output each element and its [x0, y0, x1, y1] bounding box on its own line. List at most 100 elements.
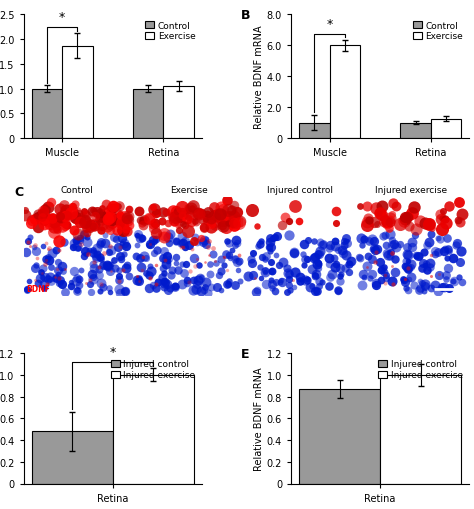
Point [346, 259, 353, 267]
Point [135, 207, 142, 215]
Bar [32, 432, 113, 484]
Point [337, 277, 344, 286]
Point [73, 287, 81, 295]
Point [339, 250, 346, 258]
Point [109, 218, 116, 227]
Point [401, 216, 409, 224]
Point [142, 269, 150, 277]
Point [377, 267, 385, 275]
Point [335, 287, 342, 295]
Point [415, 252, 422, 261]
Point [84, 251, 92, 259]
Point [200, 239, 207, 247]
Point [103, 210, 111, 218]
Point [123, 227, 131, 235]
Point [189, 205, 196, 213]
Point [172, 208, 180, 216]
Point [440, 247, 448, 256]
Point [198, 209, 206, 217]
Point [93, 244, 100, 252]
Point [392, 203, 400, 211]
Text: BDNF: BDNF [26, 284, 50, 293]
Point [146, 215, 153, 223]
Point [303, 276, 310, 285]
Point [402, 285, 410, 293]
Point [133, 231, 141, 239]
Point [45, 276, 52, 284]
Point [273, 232, 281, 240]
Point [40, 285, 48, 293]
Point [75, 209, 83, 217]
Point [271, 234, 279, 242]
Point [421, 281, 428, 289]
Point [61, 265, 69, 273]
Point [254, 287, 261, 295]
Point [73, 288, 81, 296]
Point [210, 212, 218, 220]
Point [43, 239, 50, 247]
Point [375, 209, 383, 217]
Point [420, 248, 428, 257]
Point [81, 247, 89, 256]
Point [150, 249, 158, 257]
Point [140, 216, 147, 224]
Point [190, 254, 198, 263]
Point [50, 228, 58, 236]
Point [122, 226, 130, 234]
Point [83, 239, 91, 247]
Point [109, 202, 117, 210]
Point [425, 239, 433, 247]
Point [181, 243, 189, 251]
Point [214, 211, 222, 219]
Point [253, 288, 260, 296]
Point [115, 203, 122, 211]
Point [107, 261, 114, 269]
Point [89, 250, 96, 258]
Point [100, 262, 107, 270]
Point [224, 207, 232, 215]
Point [325, 254, 333, 262]
Point [96, 253, 104, 261]
Point [73, 277, 80, 286]
Point [138, 235, 146, 243]
Point [136, 254, 143, 263]
Point [261, 269, 269, 277]
Point [228, 206, 236, 214]
Point [388, 278, 396, 286]
Point [313, 261, 320, 269]
Point [101, 214, 109, 222]
Point [180, 220, 187, 229]
Point [437, 236, 444, 244]
Point [83, 234, 91, 242]
Point [299, 250, 307, 259]
Point [219, 214, 227, 222]
Point [316, 283, 323, 291]
Point [193, 280, 201, 289]
Point [228, 217, 236, 225]
Point [98, 205, 106, 213]
Point [61, 222, 68, 231]
Point [421, 219, 429, 228]
Point [89, 222, 97, 230]
Point [50, 213, 57, 221]
Point [54, 225, 61, 234]
Point [105, 285, 112, 293]
Point [106, 214, 114, 222]
Point [300, 240, 308, 248]
Point [191, 214, 199, 222]
Point [57, 214, 64, 222]
Point [152, 210, 160, 218]
Point [345, 268, 353, 276]
Point [71, 201, 79, 209]
Point [86, 221, 94, 230]
Point [204, 209, 212, 217]
Point [296, 273, 304, 281]
Point [136, 217, 144, 225]
Point [421, 282, 429, 291]
Point [152, 285, 160, 293]
Point [26, 242, 33, 250]
Point [261, 256, 268, 264]
Point [72, 214, 80, 222]
Point [407, 273, 415, 281]
Point [166, 285, 174, 293]
